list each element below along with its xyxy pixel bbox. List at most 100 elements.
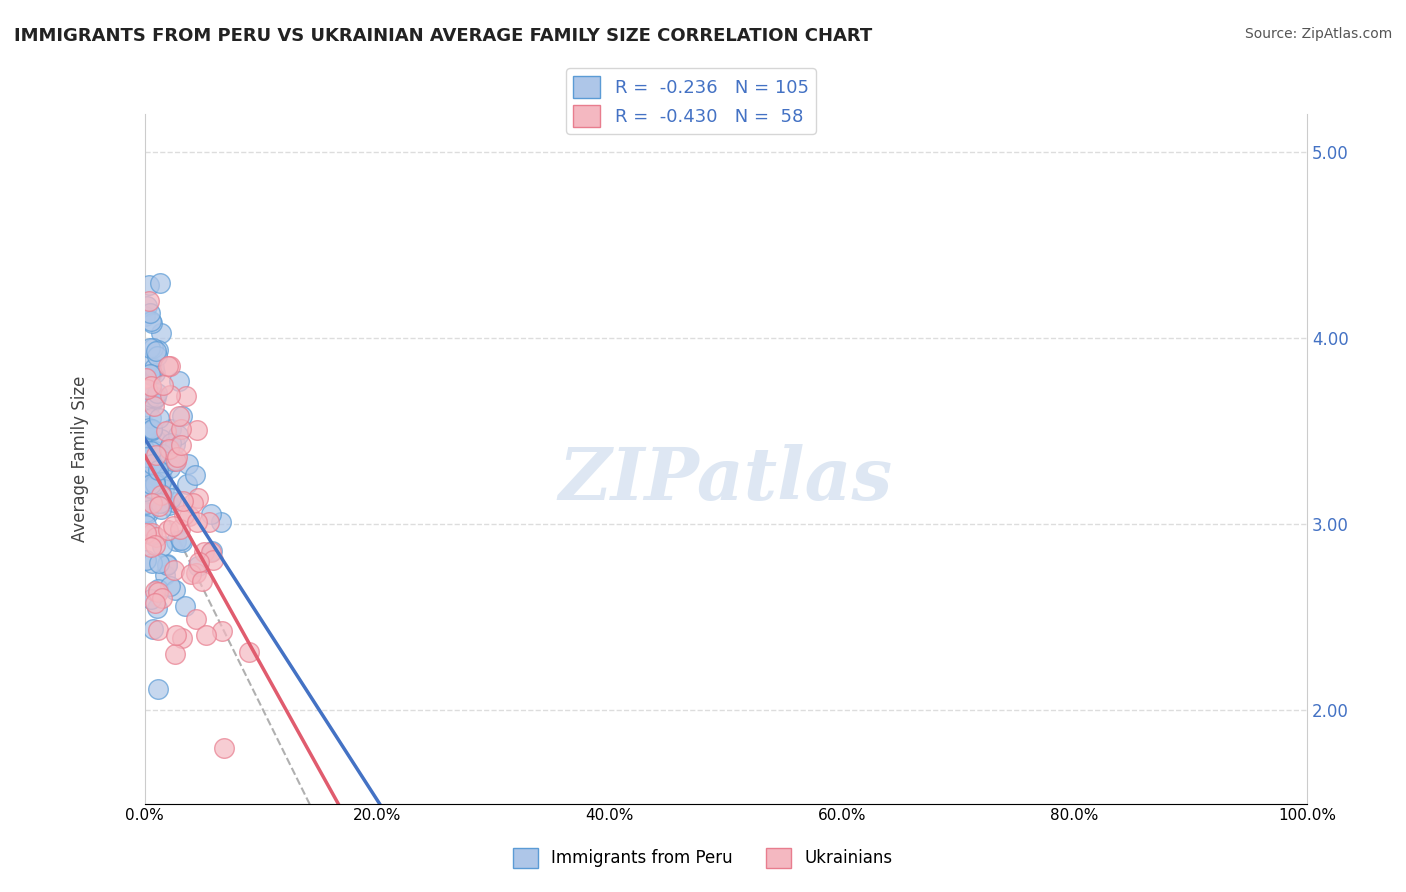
Point [157, 523, 180, 537]
Point [139, 481, 162, 495]
Point [136, 470, 159, 484]
Point [146, 349, 169, 363]
Point [167, 427, 190, 442]
Legend: Immigrants from Peru, Ukrainians: Immigrants from Peru, Ukrainians [506, 841, 900, 875]
Point [149, 487, 172, 501]
Point [173, 508, 195, 522]
Point [139, 341, 162, 355]
Point [139, 540, 162, 554]
Point [135, 526, 157, 541]
Point [157, 442, 180, 456]
Point [187, 558, 209, 573]
Point [148, 456, 170, 470]
Point [135, 453, 157, 467]
Point [135, 518, 157, 533]
Point [193, 545, 215, 559]
Point [163, 453, 186, 467]
Point [136, 382, 159, 396]
Point [146, 624, 169, 638]
Point [165, 647, 187, 661]
Point [148, 410, 170, 425]
Text: ZIPatlas: ZIPatlas [558, 444, 893, 516]
Point [135, 370, 157, 384]
Point [135, 467, 157, 481]
Point [200, 545, 222, 559]
Point [167, 374, 190, 388]
Point [170, 533, 193, 548]
Point [184, 612, 207, 626]
Point [148, 556, 170, 570]
Point [135, 299, 157, 313]
Point [157, 498, 180, 512]
Point [141, 423, 163, 437]
Point [187, 555, 209, 569]
Point [187, 491, 209, 505]
Point [172, 534, 194, 549]
Point [169, 522, 191, 536]
Point [145, 538, 167, 552]
Point [165, 436, 187, 450]
Point [167, 409, 190, 424]
Point [143, 477, 166, 491]
Point [209, 515, 232, 529]
Point [166, 450, 188, 465]
Point [138, 278, 160, 293]
Point [145, 366, 167, 380]
Point [148, 499, 170, 513]
Point [139, 367, 162, 381]
Point [134, 484, 156, 499]
Point [136, 425, 159, 439]
Point [149, 496, 172, 510]
Point [141, 476, 163, 491]
Point [134, 497, 156, 511]
Point [163, 495, 186, 509]
Point [181, 496, 204, 510]
Point [145, 530, 167, 544]
Point [134, 467, 156, 482]
Point [201, 543, 224, 558]
Point [141, 316, 163, 330]
Point [145, 344, 167, 359]
Point [135, 505, 157, 519]
Point [150, 591, 173, 605]
Point [156, 558, 179, 572]
Point [177, 509, 200, 524]
Point [142, 342, 165, 356]
Point [162, 563, 184, 577]
Point [135, 467, 157, 482]
Point [201, 552, 224, 566]
Point [136, 470, 159, 484]
Point [159, 422, 181, 436]
Point [152, 459, 174, 474]
Point [135, 553, 157, 567]
Point [152, 447, 174, 461]
Point [146, 455, 169, 469]
Point [138, 293, 160, 308]
Point [141, 482, 163, 496]
Point [150, 501, 173, 516]
Point [143, 361, 166, 376]
Point [186, 423, 208, 437]
Point [170, 409, 193, 423]
Point [142, 394, 165, 409]
Point [162, 519, 184, 533]
Point [150, 490, 173, 504]
Point [153, 567, 176, 582]
Point [165, 628, 187, 642]
Point [156, 558, 179, 573]
Point [139, 411, 162, 425]
Point [143, 596, 166, 610]
Point [134, 476, 156, 491]
Point [141, 422, 163, 436]
Point [143, 391, 166, 405]
Point [170, 438, 193, 452]
Point [150, 539, 173, 553]
Point [146, 585, 169, 599]
Point [135, 358, 157, 372]
Point [159, 461, 181, 475]
Point [211, 624, 233, 639]
Point [141, 525, 163, 540]
Point [138, 421, 160, 435]
Point [157, 441, 180, 455]
Point [146, 463, 169, 477]
